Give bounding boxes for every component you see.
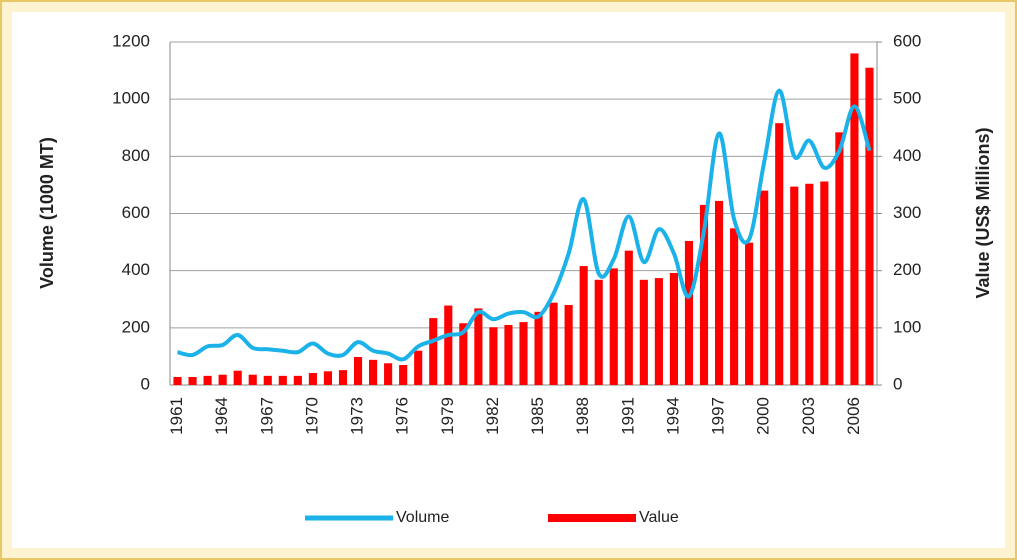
- y2-tick-label: 200: [893, 260, 921, 279]
- y2-tick-label: 300: [893, 203, 921, 222]
- legend-label: Volume: [396, 509, 449, 526]
- bar: [790, 186, 799, 385]
- bar: [519, 322, 528, 385]
- bar: [308, 372, 317, 385]
- bar: [654, 278, 663, 385]
- bar: [323, 371, 333, 385]
- x-tick-label: 1997: [709, 397, 728, 435]
- bar: [714, 200, 724, 385]
- bar: [534, 311, 543, 385]
- bar: [353, 356, 363, 385]
- bar: [564, 304, 573, 385]
- bar: [459, 323, 468, 385]
- bar: [414, 350, 423, 385]
- bar: [639, 279, 648, 385]
- x-tick-label: 2003: [799, 397, 818, 435]
- y2-tick-label: 0: [893, 374, 902, 393]
- bar: [745, 242, 754, 385]
- bar: [233, 370, 242, 385]
- y-tick-label: 1000: [112, 89, 150, 108]
- legend-swatch: [305, 515, 393, 521]
- bar: [263, 375, 272, 385]
- bar: [399, 364, 408, 385]
- bar: [173, 376, 182, 385]
- bar: [338, 370, 348, 385]
- y-tick-label: 0: [141, 374, 150, 393]
- x-tick-label: 1973: [348, 397, 367, 435]
- y-axis-title: Volume (1000 MT): [37, 137, 57, 289]
- bar: [730, 228, 739, 385]
- x-tick-label: 1979: [438, 397, 457, 435]
- y-tick-label: 1200: [112, 31, 150, 50]
- x-tick-label: 2000: [754, 397, 773, 435]
- x-tick-label: 1964: [212, 397, 231, 435]
- x-tick-label: 1976: [393, 397, 412, 435]
- bar: [369, 359, 378, 385]
- bar: [835, 132, 844, 385]
- x-tick-label: 1991: [618, 397, 637, 435]
- x-tick-label: 1985: [528, 397, 547, 435]
- bar: [489, 327, 498, 385]
- x-tick-label: 1967: [257, 397, 276, 435]
- bar: [775, 123, 784, 385]
- bar: [474, 308, 483, 385]
- bar: [188, 376, 197, 385]
- bar: [820, 181, 829, 385]
- y2-tick-label: 600: [893, 31, 921, 50]
- legend-label: Value: [639, 509, 679, 526]
- y2-tick-label: 400: [893, 146, 921, 165]
- x-tick-label: 1988: [573, 397, 592, 435]
- x-tick-label: 2006: [844, 397, 863, 435]
- x-tick-label: 1994: [663, 397, 682, 435]
- bar: [203, 375, 212, 385]
- y-tick-label: 800: [122, 146, 150, 165]
- bar: [594, 279, 603, 385]
- bar: [384, 363, 393, 385]
- bar: [549, 302, 558, 385]
- legend-swatch: [548, 514, 636, 522]
- line: [177, 88, 872, 362]
- bar: [504, 324, 513, 385]
- y2-tick-label: 500: [893, 89, 921, 108]
- bar: [850, 53, 859, 385]
- bar: [579, 266, 588, 385]
- bar: [624, 250, 633, 385]
- x-tick-label: 1982: [483, 397, 502, 435]
- y-tick-label: 600: [122, 203, 150, 222]
- y-tick-label: 200: [122, 317, 150, 336]
- bar: [609, 268, 618, 385]
- bar: [444, 305, 453, 385]
- chart: Volume (1000 MT) Value (US$ Millions) 0 2…: [12, 12, 1005, 548]
- x-tick-label: 1961: [167, 397, 186, 435]
- bar: [429, 318, 438, 385]
- bar: [293, 375, 302, 385]
- y-tick-label: 400: [122, 260, 150, 279]
- bar: [684, 240, 694, 385]
- bar: [760, 190, 769, 385]
- bar: [218, 374, 227, 385]
- bar: [699, 204, 709, 385]
- x-tick-label: 1970: [302, 397, 321, 435]
- y2-axis-title: Value (US$ Millions): [973, 127, 993, 298]
- bar: [805, 183, 814, 385]
- bar: [248, 374, 257, 385]
- bar: [669, 272, 678, 385]
- bar: [865, 67, 874, 385]
- y2-tick-label: 100: [893, 317, 921, 336]
- bar: [278, 375, 287, 385]
